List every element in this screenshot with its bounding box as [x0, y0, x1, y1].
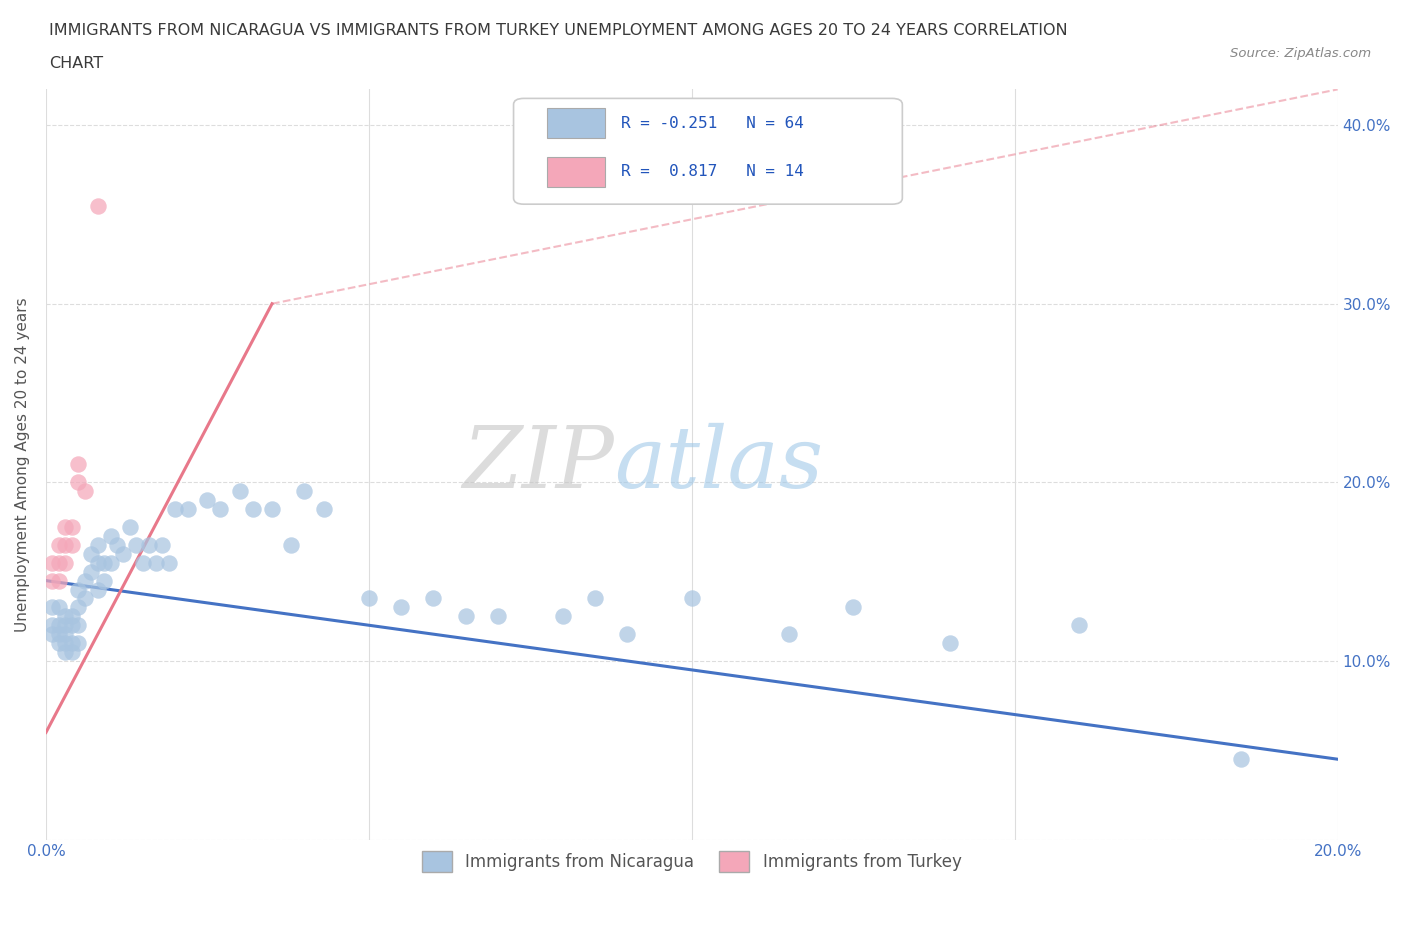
Point	[48, 573, 70, 588]
Point	[86, 538, 108, 552]
Point	[486, 609, 509, 624]
Text: IMMIGRANTS FROM NICARAGUA VS IMMIGRANTS FROM TURKEY UNEMPLOYMENT AMONG AGES 20 T: IMMIGRANTS FROM NICARAGUA VS IMMIGRANTS …	[49, 23, 1067, 38]
Point	[48, 538, 70, 552]
Point	[53, 538, 76, 552]
Point	[53, 555, 76, 570]
Point	[100, 555, 122, 570]
Point	[616, 627, 638, 642]
Point	[280, 538, 302, 552]
Point	[1069, 618, 1091, 632]
Point	[48, 600, 70, 615]
Point	[80, 546, 103, 561]
Point	[93, 573, 115, 588]
Point	[118, 520, 141, 535]
Point	[41, 618, 63, 632]
Point	[132, 555, 155, 570]
Text: atlas: atlas	[614, 423, 824, 506]
Point	[60, 636, 83, 651]
Point	[93, 555, 115, 570]
Point	[60, 618, 83, 632]
Point	[73, 573, 96, 588]
Point	[454, 609, 477, 624]
Text: ZIP: ZIP	[463, 423, 614, 506]
Point	[41, 600, 63, 615]
FancyBboxPatch shape	[513, 99, 903, 205]
Point	[197, 493, 219, 508]
Point	[67, 475, 90, 490]
Point	[80, 565, 103, 579]
Point	[157, 555, 180, 570]
Point	[48, 636, 70, 651]
Point	[312, 501, 335, 516]
Point	[100, 528, 122, 543]
Point	[53, 627, 76, 642]
Point	[41, 573, 63, 588]
Point	[145, 555, 167, 570]
Point	[778, 627, 800, 642]
Point	[177, 501, 200, 516]
Point	[86, 555, 108, 570]
Point	[242, 501, 264, 516]
Point	[357, 591, 380, 606]
Point	[583, 591, 606, 606]
Point	[60, 520, 83, 535]
Point	[41, 627, 63, 642]
Text: Source: ZipAtlas.com: Source: ZipAtlas.com	[1230, 46, 1371, 60]
Point	[60, 538, 83, 552]
Point	[150, 538, 173, 552]
Bar	[547, 157, 605, 187]
Text: CHART: CHART	[49, 56, 103, 71]
Point	[681, 591, 703, 606]
Bar	[547, 108, 605, 139]
Point	[422, 591, 444, 606]
Point	[67, 600, 90, 615]
Point	[53, 520, 76, 535]
Y-axis label: Unemployment Among Ages 20 to 24 years: Unemployment Among Ages 20 to 24 years	[15, 298, 30, 631]
Point	[165, 501, 187, 516]
Point	[73, 591, 96, 606]
Point	[60, 609, 83, 624]
Point	[67, 457, 90, 472]
Point	[105, 538, 128, 552]
Point	[1229, 751, 1251, 766]
Point	[60, 644, 83, 659]
Point	[41, 555, 63, 570]
Point	[842, 600, 865, 615]
Point	[73, 484, 96, 498]
Point	[138, 538, 160, 552]
Point	[389, 600, 412, 615]
Point	[67, 582, 90, 597]
Point	[86, 198, 108, 213]
Point	[67, 618, 90, 632]
Text: R =  0.817   N = 14: R = 0.817 N = 14	[621, 165, 804, 179]
Point	[228, 484, 250, 498]
Point	[48, 627, 70, 642]
Point	[292, 484, 315, 498]
Point	[551, 609, 574, 624]
Point	[48, 555, 70, 570]
Text: R = -0.251   N = 64: R = -0.251 N = 64	[621, 115, 804, 130]
Point	[86, 582, 108, 597]
Legend: Immigrants from Nicaragua, Immigrants from Turkey: Immigrants from Nicaragua, Immigrants fr…	[413, 843, 970, 880]
Point	[53, 644, 76, 659]
Point	[112, 546, 135, 561]
Point	[260, 501, 283, 516]
Point	[53, 636, 76, 651]
Point	[67, 636, 90, 651]
Point	[53, 618, 76, 632]
Point	[125, 538, 148, 552]
Point	[53, 609, 76, 624]
Point	[939, 636, 962, 651]
Point	[48, 618, 70, 632]
Point	[209, 501, 232, 516]
